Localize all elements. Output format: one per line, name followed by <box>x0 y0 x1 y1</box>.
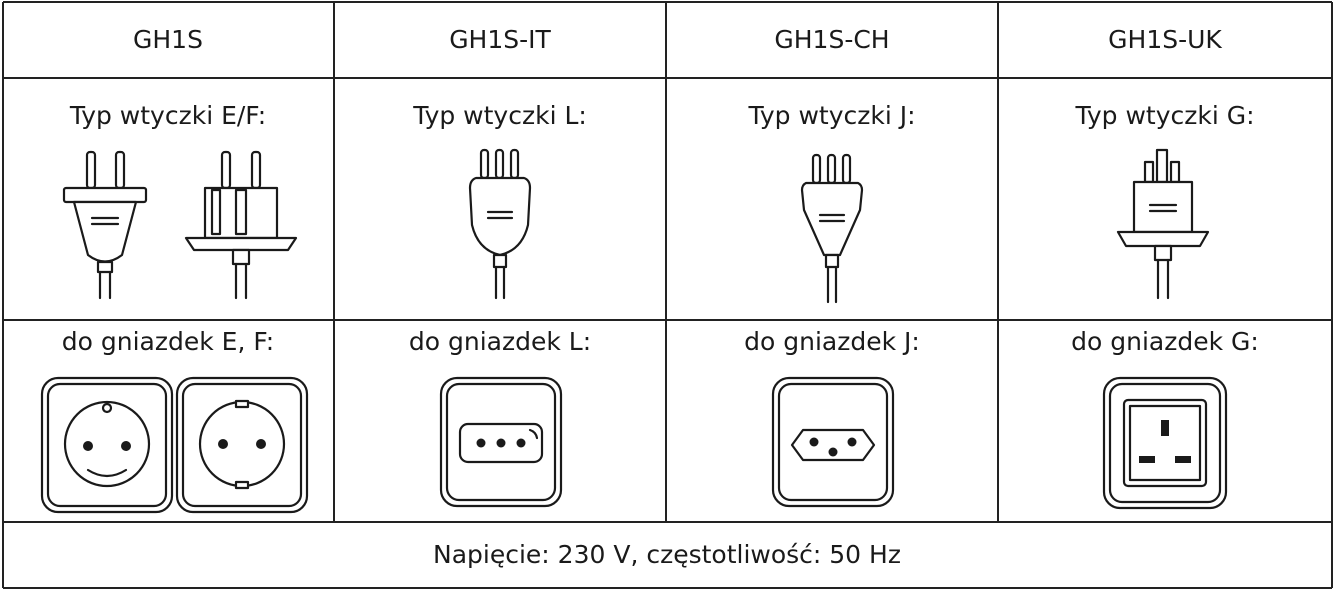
plug-type: Typ wtyczki L: <box>412 101 587 130</box>
socket-f-icon <box>175 376 309 514</box>
socket-e-icon-part <box>86 468 128 478</box>
plug-f-icon-part <box>231 248 251 266</box>
socket-j-icon-part <box>847 437 857 447</box>
socket-f-icon-part <box>256 439 266 449</box>
plug-type: Typ wtyczki E/F: <box>69 101 266 130</box>
plug-e-icon-part <box>72 200 138 263</box>
socket-type: do gniazdek L: <box>409 327 591 356</box>
plug-g-icon <box>1116 148 1210 300</box>
plug-e-icon <box>62 150 148 300</box>
socket-l-icon-part <box>496 438 506 448</box>
plug-f-icon-part <box>210 188 222 236</box>
socket-g-icon-part <box>1139 456 1155 463</box>
plug-type: Typ wtyczki G: <box>1074 101 1254 130</box>
socket-l-icon-part <box>476 438 486 448</box>
header-cell: GH1S-UK <box>1108 25 1222 54</box>
plug-f-icon-part <box>220 150 232 190</box>
socket-f-icon-part <box>198 400 286 488</box>
header-cell: GH1S-IT <box>449 25 551 54</box>
plug-f-icon-part <box>234 188 248 236</box>
socket-type: do gniazdek E, F: <box>62 327 274 356</box>
plug-g-icon-part <box>1116 230 1210 248</box>
socket-e-icon-part <box>121 441 131 451</box>
plug-e-icon-part <box>114 150 126 190</box>
header-cell: GH1S <box>133 25 203 54</box>
plug-l-icon-part <box>494 148 505 180</box>
socket-e-icon-part <box>101 402 113 414</box>
socket-g-icon <box>1102 376 1228 510</box>
socket-e-icon-part <box>83 441 93 451</box>
plug-j-icon-part <box>841 153 852 185</box>
header-cell: GH1S-CH <box>774 25 889 54</box>
plug-l-icon-part <box>492 253 508 269</box>
socket-g-icon-part <box>1175 456 1191 463</box>
socket-g-icon-part <box>1161 420 1169 436</box>
socket-f-icon-part <box>234 480 250 490</box>
footer-note: Napięcie: 230 V, częstotliwość: 50 Hz <box>433 540 901 569</box>
socket-f-icon-part <box>218 439 228 449</box>
plug-l-icon-part <box>479 148 490 180</box>
socket-g-icon-part <box>1128 404 1202 482</box>
plug-g-icon-part <box>1169 160 1181 184</box>
socket-l-icon-part <box>528 428 539 440</box>
plug-l-icon-part <box>468 176 532 257</box>
socket-j-icon <box>771 376 895 508</box>
plug-e-icon-part <box>62 186 148 204</box>
plug-j-icon-part <box>800 181 864 257</box>
socket-j-icon-part <box>809 437 819 447</box>
plug-f-icon-part <box>250 150 262 190</box>
socket-l-icon <box>439 376 563 508</box>
socket-j-icon-part <box>828 447 838 457</box>
socket-type: do gniazdek J: <box>744 327 920 356</box>
plug-e-icon-part <box>96 260 114 274</box>
plug-f-icon-part <box>184 236 298 252</box>
socket-e-icon-part <box>63 400 151 488</box>
plug-j-icon-part <box>811 153 822 185</box>
plug-g-icon-part <box>1143 160 1155 184</box>
plug-g-icon-part <box>1153 244 1173 262</box>
socket-e-icon <box>40 376 174 514</box>
socket-type: do gniazdek G: <box>1071 327 1259 356</box>
plug-l-icon-part <box>509 148 520 180</box>
socket-f-icon-part <box>234 399 250 409</box>
plug-j-icon-part <box>824 253 840 269</box>
plug-g-icon-part <box>1155 148 1169 184</box>
socket-l-icon-part <box>516 438 526 448</box>
socket-j-icon-part <box>790 428 876 462</box>
plug-e-icon-part <box>85 150 97 190</box>
plug-type: Typ wtyczki J: <box>747 101 915 130</box>
plug-l-icon <box>468 148 532 300</box>
plug-g-icon-part <box>1132 180 1194 234</box>
plug-f-icon <box>184 150 298 300</box>
plug-j-icon-part <box>826 153 837 185</box>
plug-j-icon <box>800 153 864 304</box>
